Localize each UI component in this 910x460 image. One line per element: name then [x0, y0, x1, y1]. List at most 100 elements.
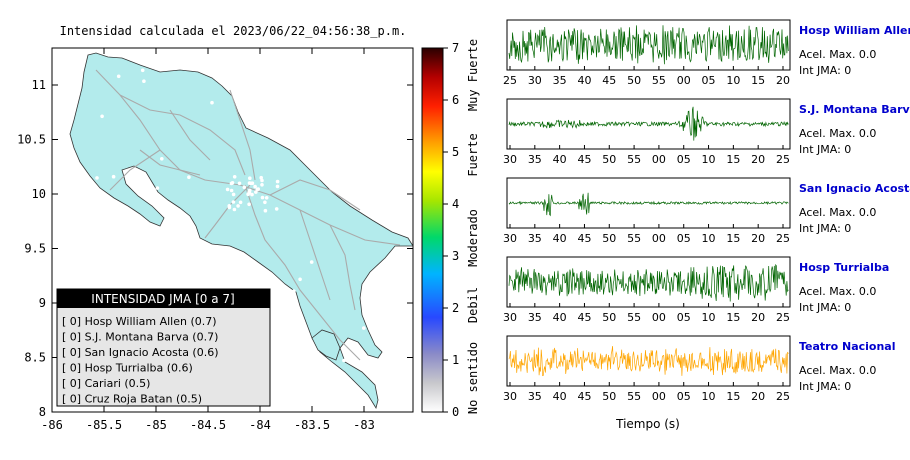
- waveform-tick-label: 10: [702, 311, 716, 324]
- map-y-tick-label: 8: [39, 405, 46, 419]
- station-marker: [237, 181, 242, 186]
- waveform-tick-label: 45: [577, 232, 591, 245]
- station-marker: [254, 190, 258, 194]
- station-marker: [263, 208, 268, 213]
- waveform-tick-label: 00: [652, 311, 666, 324]
- waveform-tick-label: 20: [751, 153, 765, 166]
- waveform-tick-label: 35: [528, 153, 542, 166]
- waveform-tick-label: 45: [577, 390, 591, 403]
- waveform-tick-label: 00: [677, 74, 691, 87]
- station-marker: [254, 75, 258, 79]
- station-marker: [308, 107, 313, 112]
- waveform-tick-label: 50: [602, 390, 616, 403]
- station-marker: [342, 358, 346, 363]
- legend-item: [ 0] San Ignacio Acosta (0.6): [62, 346, 219, 359]
- station-marker: [256, 187, 261, 191]
- waveform-tick-label: 40: [553, 153, 567, 166]
- waveform-tick-label: 00: [652, 153, 666, 166]
- station-marker: [248, 176, 252, 180]
- waveform-panel: 30 35 40 45 50 55 00 05 10 15 20 25 San Ignacio Acos…: [503, 177, 910, 245]
- waveform-tick-label: 45: [577, 153, 591, 166]
- station-name: Hosp William Allen: [799, 24, 910, 37]
- waveform-trace: [508, 192, 789, 217]
- waveform-tick-label: 20: [751, 232, 765, 245]
- waveform-tick-label: 00: [652, 390, 666, 403]
- waveform-tick-label: 15: [726, 390, 740, 403]
- waveform-trace: [508, 346, 789, 377]
- waveform-tick-label: 45: [577, 311, 591, 324]
- colorbar-tick-label: 3: [452, 249, 459, 263]
- map-y-tick-label: 9: [39, 296, 46, 310]
- legend-item: [ 0] Cariari (0.5): [62, 377, 150, 390]
- station-marker: [284, 329, 289, 333]
- waveform-trace: [508, 263, 789, 302]
- waveform-tick-label: 10: [702, 153, 716, 166]
- waveform-tick-label: 55: [627, 390, 641, 403]
- waveform-tick-label: 50: [627, 74, 641, 87]
- waveform-tick-label: 25: [776, 153, 790, 166]
- map-x-tick-label: -85.5: [86, 418, 122, 432]
- waveform-tick-label: 15: [726, 153, 740, 166]
- station-marker: [116, 74, 121, 79]
- station-marker: [248, 188, 252, 193]
- road-network: [95, 69, 401, 361]
- station-marker: [263, 200, 267, 205]
- station-marker: [253, 184, 257, 189]
- legend-item: [ 0] Hosp William Allen (0.7): [62, 315, 217, 328]
- waveform-tick-label: 05: [677, 153, 691, 166]
- waveform-tick-label: 30: [503, 232, 517, 245]
- station-name: Teatro Nacional: [799, 340, 896, 353]
- station-marker: [260, 178, 264, 183]
- colorbar-level-label: No sentido: [466, 342, 480, 414]
- legend-item: [ 0] S.J. Montana Barva (0.7): [62, 331, 218, 344]
- max-accel-label: Acel. Max. 0.0: [799, 364, 876, 377]
- station-marker: [260, 183, 264, 187]
- station-marker: [210, 100, 214, 105]
- map-y-tick-label: 11: [32, 78, 46, 92]
- map-x-tick-label: -83.5: [294, 418, 330, 432]
- waveform-tick-label: 20: [751, 311, 765, 324]
- waveform-tick-label: 30: [503, 390, 517, 403]
- map-x-tick-label: -85: [145, 418, 167, 432]
- max-accel-label: Acel. Max. 0.0: [799, 285, 876, 298]
- map-y-tick-label: 9.5: [24, 242, 46, 256]
- map-y-tick-label: 10.5: [17, 133, 46, 147]
- waveform-x-label: Tiempo (s): [615, 417, 680, 431]
- osa-peninsula: [311, 329, 341, 361]
- waveform-tick-label: 35: [528, 311, 542, 324]
- station-marker: [100, 114, 104, 119]
- station-marker: [322, 109, 327, 113]
- waveform-tick-label: 45: [602, 74, 616, 87]
- waveform-tick-label: 50: [602, 153, 616, 166]
- jma-intensity-label: Int JMA: 0: [799, 380, 851, 393]
- intensity-colorbar: 7 6 5 4 3 2 1 0 Muy Fuerte Fuerte Moderado Debil No…: [421, 39, 480, 419]
- waveform-tick-label: 50: [602, 232, 616, 245]
- map-x-ticks: -86 -85.5 -85 -84.5 -84 -83.5 -83: [41, 48, 375, 432]
- waveform-tick-label: 35: [528, 232, 542, 245]
- station-marker: [232, 207, 237, 212]
- waveform-frame: [506, 335, 791, 387]
- waveform-tick-label: 30: [528, 74, 542, 87]
- station-marker: [275, 184, 280, 189]
- waveform-panel: 30 35 40 45 50 55 00 05 10 15 20 25 Hosp Turrialba Ac…: [503, 256, 889, 324]
- jma-intensity-label: Int JMA: 0: [799, 301, 851, 314]
- station-marker: [140, 68, 145, 73]
- waveform-tick-label: 20: [751, 390, 765, 403]
- colorbar-tick-label: 4: [452, 197, 459, 211]
- road: [299, 209, 331, 301]
- colorbar-tick-label: 1: [452, 353, 459, 367]
- waveform-tick-label: 55: [652, 74, 666, 87]
- road: [139, 149, 201, 176]
- waveform-tick-label: 25: [776, 311, 790, 324]
- station-name: San Ignacio Acosta: [799, 182, 910, 195]
- legend-title: INTENSIDAD JMA [0 a 7]: [91, 292, 234, 306]
- station-marker: [274, 94, 278, 98]
- map-x-tick-label: -84: [249, 418, 271, 432]
- station-marker: [230, 181, 235, 185]
- station-marker: [309, 260, 314, 264]
- costa-rica-landmass: [69, 52, 413, 410]
- road: [204, 184, 251, 239]
- station-marker: [353, 147, 357, 152]
- waveform-tick-label: 40: [553, 311, 567, 324]
